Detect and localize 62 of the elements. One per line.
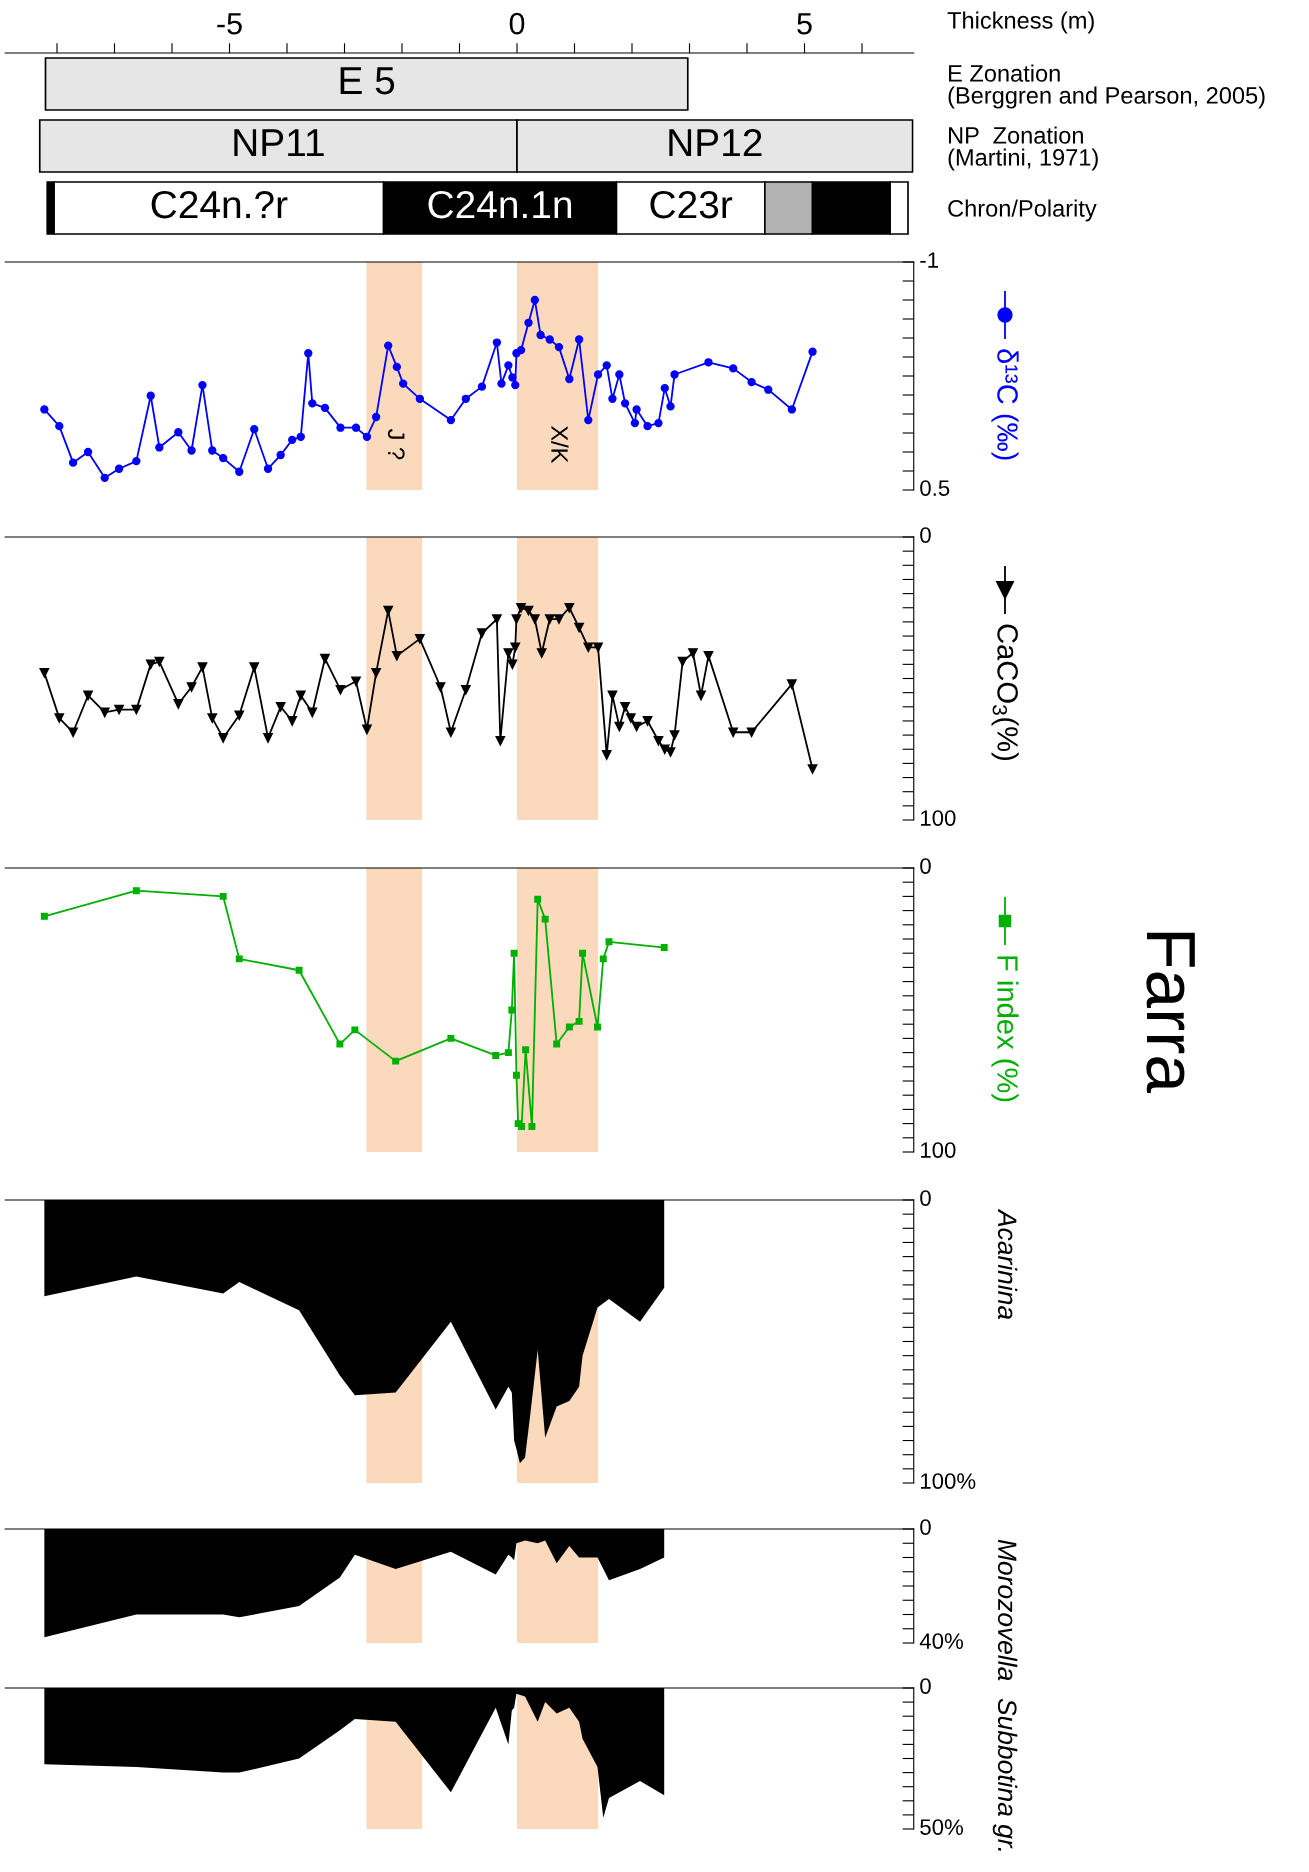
y-axis-title: Subbotina gr. xyxy=(992,1698,1018,1851)
point xyxy=(528,1122,536,1130)
x-tick-label: -5 xyxy=(217,13,242,35)
legend-label: F index (%) xyxy=(991,956,1019,1102)
bar xyxy=(44,57,689,111)
point xyxy=(492,1051,500,1059)
point xyxy=(534,895,542,903)
y-tick-label: 100% xyxy=(921,1473,976,1489)
point xyxy=(599,955,607,963)
y-tick-label: 0 xyxy=(920,527,931,543)
y-tick-label: 0 xyxy=(920,1678,931,1694)
point xyxy=(447,1034,455,1042)
point xyxy=(541,915,549,923)
data-label: E 5 xyxy=(340,67,395,95)
x-tick-label: 5 xyxy=(797,13,812,35)
point xyxy=(510,949,518,957)
band-label: J ? xyxy=(387,429,405,460)
point xyxy=(351,1026,359,1034)
point xyxy=(518,1122,526,1130)
point xyxy=(295,966,303,974)
point xyxy=(605,938,613,946)
y-tick-label: 0 xyxy=(920,1190,931,1206)
point xyxy=(522,1046,530,1054)
y-tick-label: 100 xyxy=(921,1142,956,1158)
point xyxy=(575,1017,583,1025)
data-label: C24n.?r xyxy=(151,190,288,219)
y-axis-title: Morozovella xyxy=(997,1539,1018,1681)
y-tick-label: 0 xyxy=(920,1519,931,1535)
y-tick-label: 0 xyxy=(920,858,931,874)
y-tick-label: Chron/Polarity xyxy=(948,199,1097,222)
point xyxy=(579,949,587,957)
text: Farra xyxy=(1146,932,1195,1093)
point xyxy=(40,912,48,920)
point xyxy=(553,1040,561,1048)
y-tick-label: NP Zonation (Martini, 1971) xyxy=(948,126,1098,171)
point xyxy=(132,887,140,895)
y-tick-label: 50% xyxy=(920,1819,963,1835)
y-tick-label: 40% xyxy=(919,1633,963,1649)
legend-label: δ¹³C (‰) xyxy=(991,349,1019,460)
band-label: X/K xyxy=(551,425,569,464)
data-label: C23r xyxy=(650,190,733,219)
y-tick-label: -1 xyxy=(920,252,938,268)
legend-label: CaCO$_{3}$(%) xyxy=(991,624,1019,761)
y-tick-label: E Zonation (Berggren and Pearson, 2005) xyxy=(948,64,1265,109)
point xyxy=(512,1071,520,1079)
point xyxy=(565,1023,573,1031)
y-tick-label: 100 xyxy=(921,810,956,826)
data-label: NP12 xyxy=(669,128,762,157)
data-label: C24n.1n xyxy=(428,190,572,219)
y-axis-title: Acarinina xyxy=(997,1208,1018,1320)
point xyxy=(219,892,227,900)
point xyxy=(504,1049,512,1057)
x-axis-title: Thickness (m) xyxy=(947,11,1094,34)
x-tick-label: 0 xyxy=(509,12,525,35)
point xyxy=(594,1023,601,1031)
data-label: NP11 xyxy=(234,129,324,157)
point xyxy=(508,1006,516,1014)
y-tick-label: 0.5 xyxy=(920,480,950,496)
point xyxy=(336,1040,344,1048)
point xyxy=(235,955,243,963)
point xyxy=(660,944,668,951)
point xyxy=(392,1057,400,1065)
